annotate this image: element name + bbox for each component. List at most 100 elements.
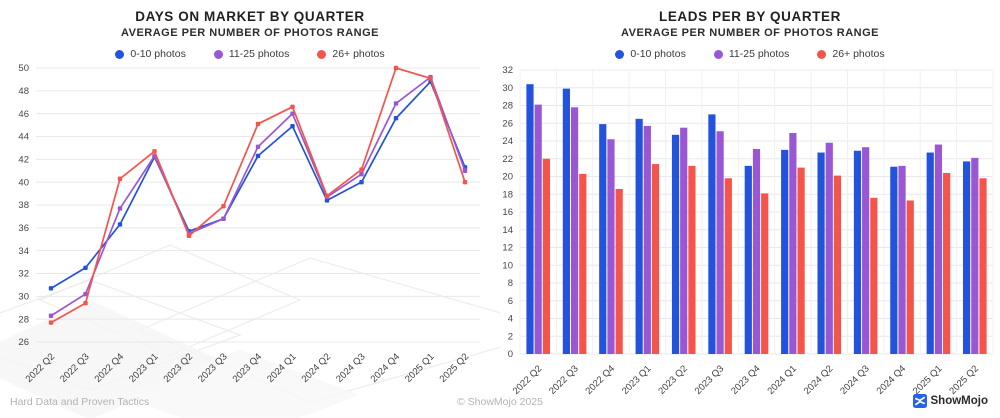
series-0-10-photos[interactable]	[526, 84, 971, 354]
data-point	[117, 176, 123, 181]
bar-chart-legend: 0-10 photos 11-25 photos 26+ photos	[500, 47, 1000, 61]
legend-item-26-photos[interactable]: 26+ photos	[817, 48, 885, 60]
svg-text:2024 Q1: 2024 Q1	[265, 351, 299, 385]
bar	[963, 161, 971, 354]
gridlines	[36, 67, 480, 343]
svg-text:2024 Q2: 2024 Q2	[300, 351, 334, 385]
bar	[526, 84, 534, 354]
data-point	[152, 149, 157, 154]
bar	[534, 104, 542, 354]
bar	[761, 193, 769, 354]
svg-text:46: 46	[18, 109, 29, 120]
svg-text:40: 40	[18, 177, 29, 188]
data-point	[324, 198, 330, 203]
data-point	[186, 233, 192, 239]
bar	[971, 157, 979, 354]
bar	[562, 88, 570, 354]
series-26-photos[interactable]	[48, 65, 468, 325]
legend-label: 11-25 photos	[228, 48, 290, 60]
bar	[607, 139, 615, 354]
svg-text:30: 30	[502, 83, 513, 94]
series-0-10-photos[interactable]	[48, 79, 468, 291]
y-axis-labels: 26 28 30 32 34 36 38 40 42 44 46 48 50	[18, 63, 29, 348]
bar-chart-title: LEADS PER BY QUARTER	[658, 9, 842, 24]
bar	[789, 133, 797, 354]
svg-text:20: 20	[502, 172, 513, 183]
legend-item-11-25-photos[interactable]: 11-25 photos	[713, 48, 789, 60]
data-point	[221, 203, 226, 209]
bar	[979, 178, 987, 354]
bar	[752, 148, 761, 354]
svg-text:2024 Q4: 2024 Q4	[369, 351, 403, 385]
svg-text:2023 Q2: 2023 Q2	[656, 363, 690, 397]
data-point	[117, 206, 123, 211]
series-11-25-photos[interactable]	[48, 74, 468, 318]
svg-text:26: 26	[502, 118, 513, 129]
footer-tagline: Hard Data and Proven Tactics	[10, 396, 150, 408]
svg-text:2023 Q2: 2023 Q2	[162, 351, 196, 385]
svg-text:30: 30	[18, 292, 29, 303]
brand-name: ShowMojo	[930, 395, 989, 407]
data-point	[393, 65, 399, 71]
series-26-photos[interactable]	[542, 158, 987, 354]
svg-text:2024 Q2: 2024 Q2	[802, 363, 836, 397]
bar	[862, 147, 870, 354]
legend-dot	[317, 49, 327, 59]
legend-item-11-25-photos[interactable]: 11-25 photos	[213, 48, 290, 60]
svg-text:26: 26	[18, 337, 29, 348]
bar	[635, 118, 643, 354]
svg-text:34: 34	[18, 246, 29, 257]
svg-text:6: 6	[508, 296, 513, 307]
svg-text:10: 10	[502, 260, 513, 271]
svg-text:2025 Q2: 2025 Q2	[947, 363, 981, 397]
legend-dot	[115, 49, 125, 59]
data-point	[290, 111, 295, 116]
legend-item-0-10-photos[interactable]: 0-10 photos	[115, 48, 186, 60]
svg-text:14: 14	[502, 225, 513, 236]
legend-label: 0-10 photos	[630, 48, 686, 60]
footer: Hard Data and Proven Tactics © ShowMojo …	[0, 394, 1000, 412]
bar	[744, 165, 752, 354]
data-point	[48, 313, 54, 318]
svg-text:28: 28	[502, 101, 513, 112]
data-point	[324, 193, 330, 199]
legend-label: 26+ photos	[832, 48, 885, 60]
bar	[615, 188, 623, 354]
svg-text:2023 Q4: 2023 Q4	[231, 351, 265, 385]
svg-text:2023 Q3: 2023 Q3	[693, 363, 727, 397]
leads-per-quarter-panel: LEADS PER BY QUARTER AVERAGE PER NUMBER …	[500, 0, 1000, 418]
x-axis-labels: 2022 Q2 2022 Q3 2022 Q4 2023 Q1 2023 Q2 2023 …	[511, 363, 981, 397]
legend-dot	[817, 49, 827, 59]
series-11-25-photos[interactable]	[534, 104, 979, 355]
data-point	[393, 101, 399, 106]
svg-text:2022 Q4: 2022 Q4	[93, 351, 127, 385]
legend-item-26-photos[interactable]: 26+ photos	[317, 48, 385, 60]
svg-text:2024 Q3: 2024 Q3	[838, 363, 872, 397]
svg-text:2022 Q2: 2022 Q2	[24, 351, 58, 385]
svg-text:38: 38	[18, 200, 29, 211]
bar	[579, 173, 587, 354]
bar	[825, 142, 833, 354]
bar	[833, 175, 842, 354]
watermark-shapes	[0, 244, 500, 403]
data-point	[83, 265, 88, 270]
legend-item-0-10-photos[interactable]: 0-10 photos	[615, 48, 686, 60]
svg-text:2024 Q3: 2024 Q3	[334, 351, 368, 385]
bar	[643, 125, 651, 354]
data-point	[393, 116, 399, 121]
data-point	[290, 124, 295, 129]
bar	[651, 164, 660, 354]
svg-text:44: 44	[18, 132, 29, 143]
line-chart-canvas[interactable]: 26 28 30 32 34 36 38 40 42 44 46 48 50 2022 Q2 2022 Q3…	[0, 60, 500, 405]
bar	[570, 107, 579, 355]
data-point	[48, 286, 54, 291]
svg-text:2023 Q1: 2023 Q1	[127, 351, 161, 385]
svg-text:28: 28	[18, 314, 29, 325]
data-point	[83, 300, 88, 306]
svg-text:2022 Q2: 2022 Q2	[511, 363, 545, 397]
bar	[853, 150, 862, 354]
x-axis-labels: 2022 Q2 2022 Q3 2022 Q4 2023 Q1 2023 Q2 2023 …	[24, 351, 472, 385]
legend-dot	[713, 49, 723, 59]
